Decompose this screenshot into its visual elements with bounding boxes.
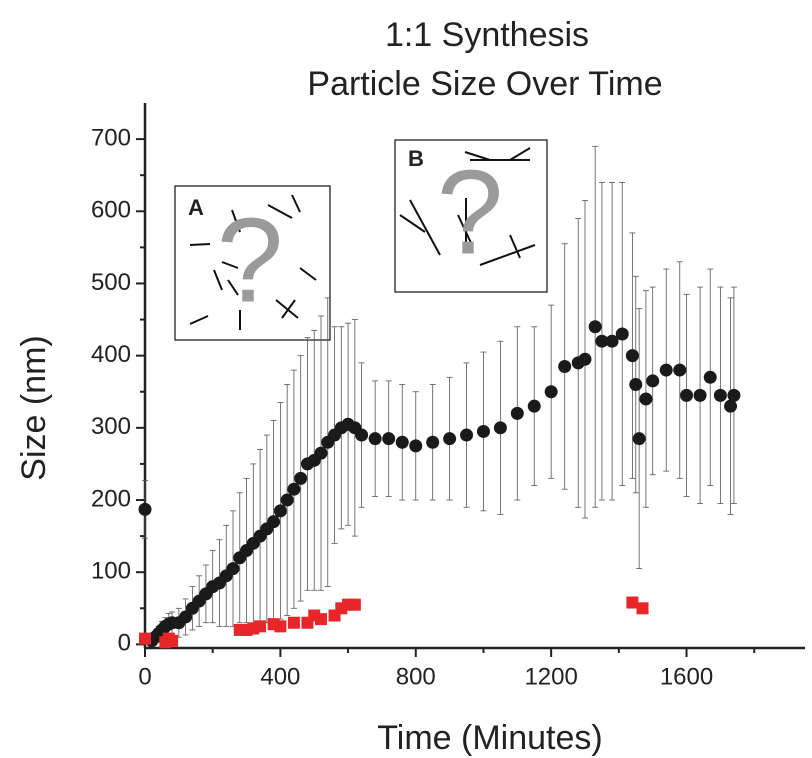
- point: [615, 327, 629, 341]
- chart-title: 1:1 Synthesis: [385, 16, 589, 54]
- point: [138, 502, 152, 516]
- point: [267, 515, 281, 529]
- y-tick-label: 500: [91, 269, 131, 296]
- point: [632, 432, 646, 446]
- y-tick-label: 0: [118, 630, 131, 657]
- x-tick-label: 1200: [524, 663, 577, 690]
- point: [355, 428, 369, 442]
- chart-subtitle: Particle Size Over Time: [307, 65, 662, 103]
- x-tick-label: 800: [396, 663, 436, 690]
- x-tick-label: 400: [260, 663, 300, 690]
- inset-a: [174, 185, 331, 341]
- point: [273, 504, 287, 518]
- point: [395, 435, 409, 449]
- point: [605, 334, 619, 348]
- y-tick-label: 100: [91, 558, 131, 585]
- point: [680, 388, 694, 402]
- x-axis-label: Time (Minutes): [377, 719, 602, 757]
- point: [713, 388, 727, 402]
- inset-b: [394, 139, 548, 293]
- point: [226, 562, 240, 576]
- point: [595, 334, 609, 348]
- point: [639, 392, 653, 406]
- point: [294, 471, 308, 485]
- point: [558, 359, 572, 373]
- point: [646, 374, 660, 388]
- point: [703, 370, 717, 384]
- point: [443, 432, 457, 446]
- x-tick-label: 1600: [660, 663, 713, 690]
- point: [510, 406, 524, 420]
- y-tick-label: 300: [91, 413, 131, 440]
- point: [280, 493, 294, 507]
- point: [659, 363, 673, 377]
- inset-label: B: [408, 146, 424, 171]
- point: [348, 598, 361, 611]
- point: [368, 432, 382, 446]
- point: [409, 439, 423, 453]
- point: [636, 602, 649, 615]
- y-tick-label: 400: [91, 341, 131, 368]
- point: [460, 428, 474, 442]
- point: [588, 320, 602, 334]
- point: [625, 349, 639, 363]
- point: [626, 596, 639, 609]
- point: [693, 388, 707, 402]
- point: [476, 424, 490, 438]
- x-tick-label: 0: [138, 663, 151, 690]
- point: [544, 385, 558, 399]
- inset-label: A: [188, 195, 204, 220]
- point: [139, 632, 151, 645]
- y-axis-label: Size (nm): [15, 335, 53, 480]
- inset-symbol: ?: [217, 194, 284, 328]
- y-tick-label: 200: [91, 485, 131, 512]
- point: [724, 399, 738, 413]
- point: [274, 620, 287, 633]
- point: [493, 421, 507, 435]
- point: [315, 613, 327, 626]
- point: [166, 634, 179, 647]
- point: [247, 622, 260, 635]
- point: [314, 446, 328, 460]
- point: [578, 352, 592, 366]
- inset-symbol: ?: [437, 146, 504, 280]
- point: [673, 363, 687, 377]
- point: [426, 435, 440, 449]
- point: [727, 388, 741, 402]
- point: [629, 378, 643, 392]
- point: [287, 616, 300, 629]
- point: [254, 620, 267, 633]
- point: [287, 482, 301, 496]
- point: [382, 432, 396, 446]
- point: [527, 399, 541, 413]
- y-tick-label: 600: [91, 197, 131, 224]
- y-tick-label: 700: [91, 124, 131, 151]
